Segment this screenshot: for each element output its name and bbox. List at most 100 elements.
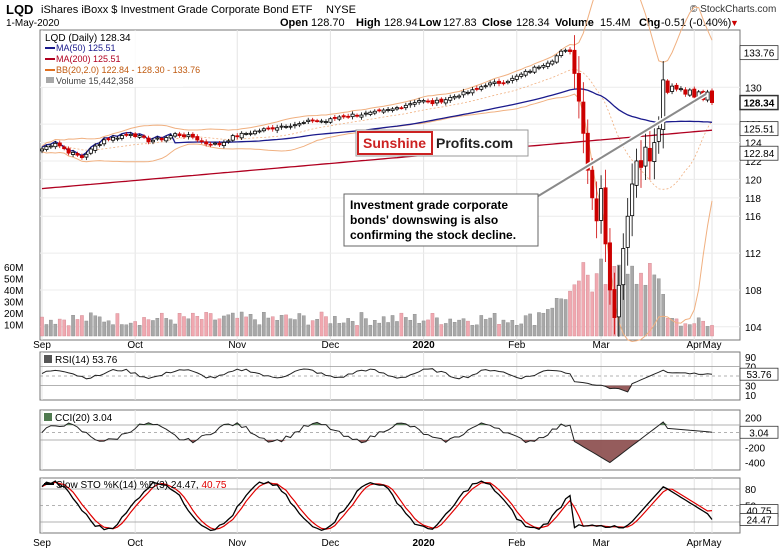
volume-bar [49, 319, 53, 337]
indicator-tick-label: 200 [745, 414, 762, 425]
candle-body [110, 136, 115, 141]
volume-bar [137, 325, 142, 337]
symbol: LQD [6, 2, 33, 17]
volume-bar [319, 311, 324, 337]
ma200-line [41, 129, 713, 190]
candle-body [319, 120, 324, 123]
volume-bar [408, 319, 413, 337]
candle-body [514, 75, 519, 80]
candle-body [536, 66, 541, 69]
volume-bar [155, 317, 160, 337]
volume-bar [75, 319, 80, 337]
volume-bar [146, 319, 151, 337]
price-badge [739, 121, 779, 137]
volume-bar [661, 294, 665, 337]
volume-bar [213, 319, 217, 337]
volume-bar [665, 318, 670, 337]
close-value: 128.34 [516, 17, 550, 29]
volume-bar [111, 324, 115, 337]
candle-body [497, 80, 502, 84]
price-tick-label: 104 [745, 323, 762, 334]
candle-body [328, 118, 333, 123]
volume-bar [248, 314, 253, 337]
volume-bar [288, 318, 293, 337]
volume-bar [381, 316, 386, 337]
candle-body [634, 160, 639, 186]
volume-bar [648, 263, 652, 337]
candle-body [53, 142, 58, 148]
volume-bar [57, 318, 62, 337]
volume-bar [625, 273, 630, 337]
candle-body [386, 109, 391, 111]
candle-body [616, 284, 621, 318]
volume-bar [133, 321, 137, 337]
volume-bar [364, 318, 368, 337]
candle-body [417, 100, 422, 103]
rsi-legend: RSI(14) 53.76 [44, 355, 118, 366]
candle-body [150, 139, 155, 143]
candle-body [488, 82, 493, 86]
volume-bar [581, 262, 586, 337]
candle-body [124, 133, 129, 136]
candle-body [403, 104, 408, 109]
credit: © StockCharts.com [690, 4, 776, 15]
candle-body [97, 144, 102, 146]
moving-averages [41, 88, 713, 190]
volume-bar [643, 284, 648, 337]
x-tick-label: Sep [33, 538, 51, 549]
x-tick-label: Dec [322, 538, 340, 549]
candle-body [585, 132, 590, 171]
candle-body [257, 130, 262, 133]
candle-body [465, 91, 470, 94]
x-tick-label: 2020 [412, 538, 435, 549]
volume-bar [470, 325, 475, 337]
candle-body [208, 143, 213, 146]
candle-body [199, 140, 204, 143]
candle-body [62, 146, 67, 150]
candle-body [84, 153, 89, 158]
indicator-tick-label: -200 [745, 444, 765, 455]
volume-bar [337, 323, 342, 337]
candle-body [377, 109, 382, 112]
candle-body [204, 141, 209, 145]
volume-bar [217, 318, 222, 337]
x-tick-label: Apr [686, 340, 702, 351]
price-candles [40, 35, 715, 337]
candle-body [372, 110, 377, 114]
candle-body [368, 111, 373, 115]
volume-bar [44, 324, 49, 337]
candle-body [528, 70, 533, 73]
volume-bar [62, 319, 66, 337]
volume-bar [115, 313, 120, 337]
candle-body [323, 121, 328, 123]
annotation-line2: bonds' downswing is also [350, 213, 498, 227]
volume-bar [284, 314, 288, 337]
volume-bar [341, 322, 346, 337]
price-badge [739, 45, 779, 61]
candle-body [678, 88, 683, 91]
volume-bar [705, 326, 710, 337]
high-value: 128.94 [384, 17, 418, 29]
volume-bar [541, 312, 546, 337]
candle-body [381, 109, 386, 113]
volume-bar [208, 313, 213, 337]
candle-body [505, 80, 510, 84]
volume-bar [537, 312, 541, 337]
volume-bar [368, 324, 373, 337]
candle-body [57, 142, 62, 147]
volume-bar [412, 313, 417, 337]
candle-body [532, 66, 537, 73]
candle-body [452, 95, 457, 99]
candle-body [275, 127, 280, 131]
candle-body [612, 289, 617, 318]
candle-body [221, 142, 226, 147]
candle-body [408, 103, 413, 106]
volume-bar [102, 321, 106, 337]
legend-ma200: MA(200) 125.51 [56, 54, 121, 64]
candle-body [474, 88, 479, 90]
volume-bar [106, 320, 111, 337]
volume-bar [568, 290, 572, 337]
annotation-line3: confirming the stock decline. [350, 228, 516, 242]
